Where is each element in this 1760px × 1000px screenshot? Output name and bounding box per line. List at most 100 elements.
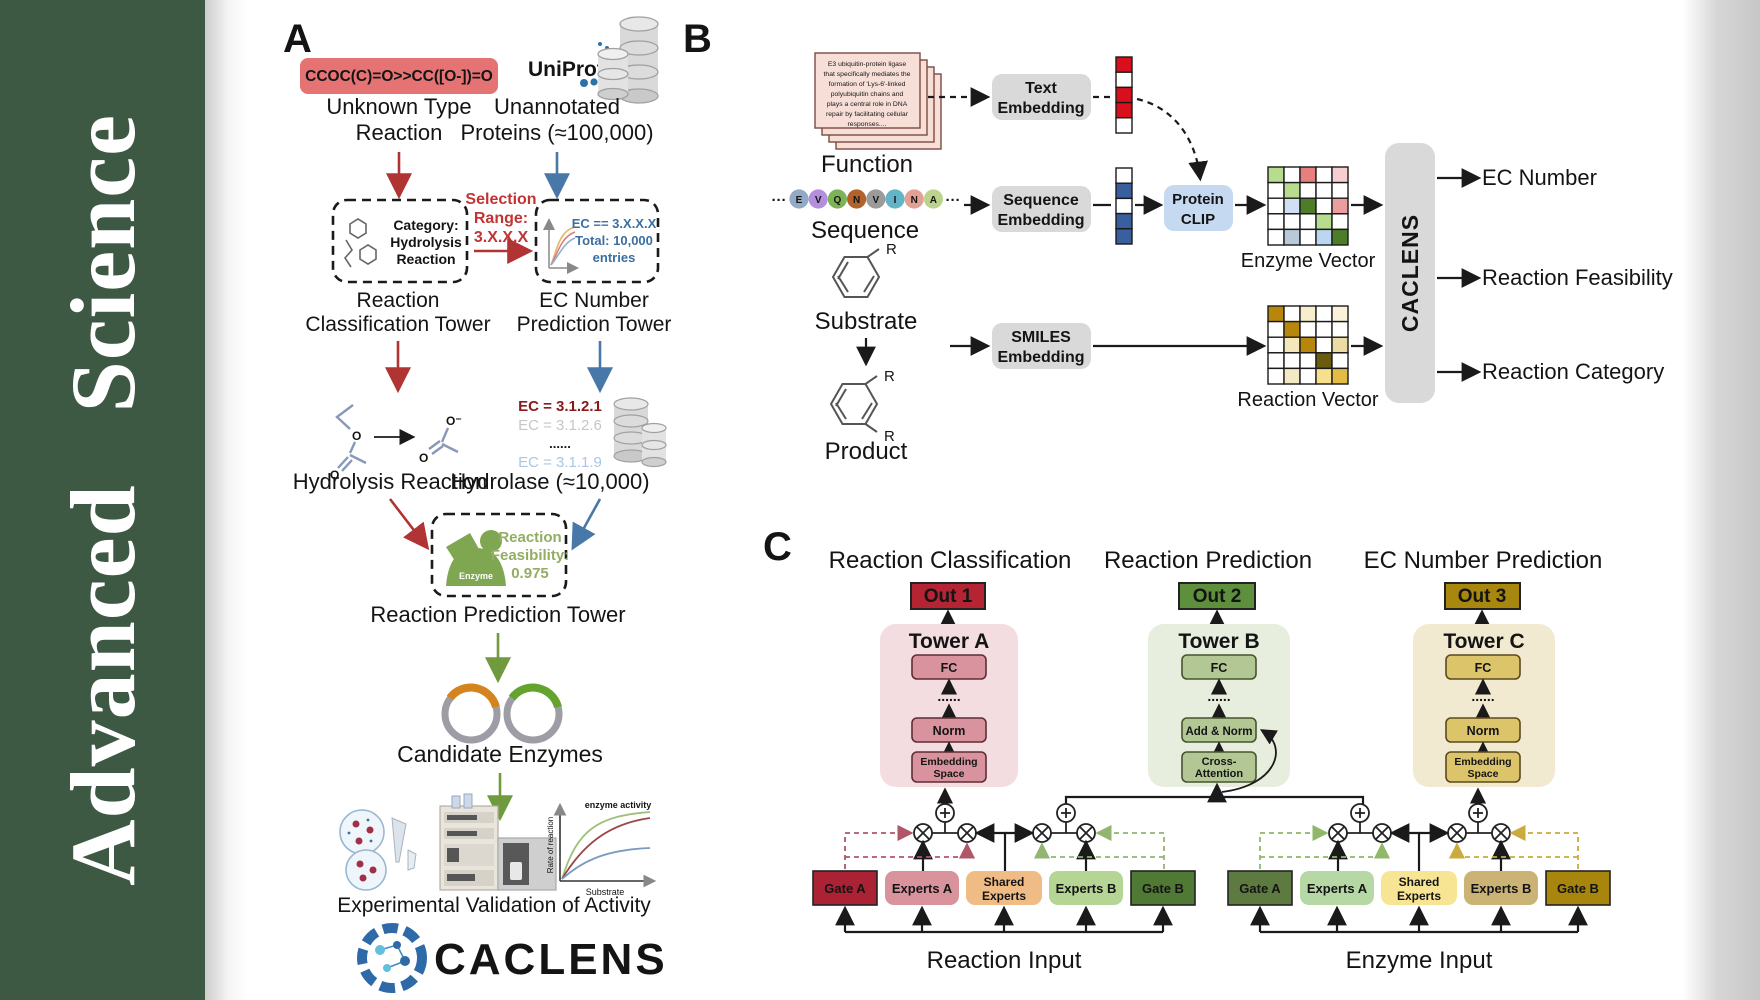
blue-arrow-diag bbox=[571, 498, 602, 551]
svg-text:Embedding: Embedding bbox=[1454, 756, 1511, 768]
vector-cell bbox=[1331, 352, 1349, 370]
vector-cell bbox=[1331, 305, 1349, 323]
vector-cell bbox=[1283, 367, 1301, 385]
svg-text:polyubiquitin chains and: polyubiquitin chains and bbox=[831, 91, 904, 98]
ester-molecule-icon bbox=[335, 404, 367, 472]
feasibility-box: Enzyme Reaction Feasibility: 0.975 bbox=[430, 512, 569, 598]
vector-cell bbox=[1299, 213, 1317, 231]
svg-text:EC == 3.X.X.X: EC == 3.X.X.X bbox=[572, 216, 657, 231]
classification-tower-label: Reaction bbox=[357, 289, 440, 312]
product-label: Product bbox=[825, 438, 908, 465]
residual-curve bbox=[1221, 729, 1278, 793]
residue-circle bbox=[808, 189, 828, 209]
svg-text:......: ...... bbox=[937, 688, 960, 704]
vector-cell bbox=[1299, 181, 1317, 199]
ec-selection-box: EC == 3.X.X.X Total: 10,000 entries bbox=[534, 198, 660, 284]
atom-o-minus: O⁻ bbox=[446, 414, 462, 428]
svg-text:Selection: Selection bbox=[465, 191, 536, 208]
svg-text:Hydrolysis: Hydrolysis bbox=[390, 234, 462, 250]
residue-letter: I bbox=[894, 195, 897, 206]
vector-cell bbox=[1315, 228, 1333, 246]
vector-cell bbox=[1115, 228, 1133, 245]
vector-cell bbox=[1315, 197, 1333, 215]
svg-text:3.X.X.X: 3.X.X.X bbox=[474, 229, 529, 246]
vector-cell bbox=[1283, 352, 1301, 370]
svg-text:Embedding: Embedding bbox=[997, 100, 1084, 117]
reaction-vector-label: Reaction Vector bbox=[1237, 389, 1379, 411]
plot-curve-label: enzyme activity bbox=[585, 800, 652, 810]
vector-cell bbox=[1267, 197, 1285, 215]
panel-b: B E3 ubiquitin-protein ligase that speci… bbox=[683, 17, 1673, 465]
assay-dishes-icon bbox=[339, 809, 417, 891]
candidate-label: Candidate Enzymes bbox=[397, 741, 603, 767]
residue-letter: V bbox=[872, 195, 879, 206]
enzyme-input-label: Enzyme Input bbox=[1346, 947, 1493, 974]
text-embedding-box bbox=[992, 74, 1091, 120]
svg-text:Shared: Shared bbox=[984, 875, 1025, 889]
svg-text:Tower A: Tower A bbox=[909, 630, 990, 653]
svg-text:Out 2: Out 2 bbox=[1193, 586, 1242, 607]
database-icon bbox=[597, 16, 659, 104]
svg-text:Reaction: Reaction bbox=[356, 120, 443, 145]
vector-cell bbox=[1331, 181, 1349, 199]
svg-text:Experts A: Experts A bbox=[892, 881, 953, 896]
svg-text:......: ...... bbox=[549, 436, 571, 451]
svg-text:Norm: Norm bbox=[1467, 724, 1500, 738]
svg-text:responses....: responses.... bbox=[848, 121, 887, 128]
svg-text:O: O bbox=[330, 468, 339, 482]
panel-c-label: C bbox=[763, 525, 792, 569]
vector-cell bbox=[1115, 71, 1133, 89]
svg-text:FC: FC bbox=[1211, 661, 1228, 675]
vector-cell bbox=[1315, 352, 1333, 370]
svg-text:Embedding: Embedding bbox=[920, 756, 977, 768]
hplc-instrument-icon bbox=[439, 793, 557, 891]
protein-clip-box bbox=[1164, 185, 1233, 231]
reaction-moe-boxes: Gate A Experts A Shared Experts Experts … bbox=[812, 870, 1196, 906]
svg-text:Total: 10,000: Total: 10,000 bbox=[575, 233, 653, 248]
red-arrow-diag bbox=[388, 498, 430, 551]
vector-cell bbox=[1267, 228, 1285, 246]
sequence-ellipsis-left: ··· bbox=[772, 192, 787, 209]
vector-cell bbox=[1115, 182, 1133, 200]
vector-cell bbox=[1267, 336, 1285, 354]
hydrolysis-label: Hydrolysis Reaction bbox=[293, 469, 487, 494]
svg-text:Range:: Range: bbox=[474, 210, 528, 227]
unknown-reaction-label: Unknown Type bbox=[326, 94, 471, 119]
vector-cell bbox=[1315, 213, 1333, 231]
smiles-box bbox=[300, 58, 498, 94]
svg-text:Out 1: Out 1 bbox=[924, 586, 973, 607]
svg-text:Gate A: Gate A bbox=[824, 881, 866, 896]
residue-circle bbox=[904, 189, 924, 209]
vector-cell bbox=[1267, 213, 1285, 231]
svg-text:Reaction: Reaction bbox=[498, 529, 561, 546]
tower-b: Tower B FC ...... Add & Norm Cross- Atte… bbox=[1148, 624, 1290, 793]
sequence-label: Sequence bbox=[811, 217, 919, 244]
function-label: Function bbox=[821, 151, 913, 178]
svg-text:Gate B: Gate B bbox=[1557, 881, 1599, 896]
ec-list: EC = 3.1.2.1 bbox=[518, 398, 602, 415]
vector-cell bbox=[1115, 197, 1133, 215]
vector-cell bbox=[1267, 320, 1285, 338]
output-feasibility: Reaction Feasibility bbox=[1482, 265, 1673, 290]
svg-text:Norm: Norm bbox=[933, 724, 966, 738]
uniprot-logo: UniProt bbox=[528, 42, 616, 87]
text-vector bbox=[1115, 56, 1133, 134]
residue-letter: V bbox=[815, 195, 822, 206]
svg-text:Shared: Shared bbox=[1399, 875, 1440, 889]
sequence-ellipsis-right: ··· bbox=[946, 192, 961, 209]
svg-text:FC: FC bbox=[1475, 661, 1492, 675]
svg-text:Feasibility:: Feasibility: bbox=[491, 547, 569, 564]
svg-text:Reaction: Reaction bbox=[396, 251, 455, 267]
svg-text:EC = 3.1.2.6: EC = 3.1.2.6 bbox=[518, 417, 602, 434]
svg-text:that specifically mediates the: that specifically mediates the bbox=[824, 71, 911, 78]
vector-cell bbox=[1115, 56, 1133, 73]
function-cards: E3 ubiquitin-protein ligase that specifi… bbox=[814, 52, 942, 150]
svg-text:EC = 3.1.1.9: EC = 3.1.1.9 bbox=[518, 454, 602, 471]
residue-letter: A bbox=[930, 195, 937, 206]
product-molecule-icon bbox=[829, 375, 879, 433]
classification-box: Category: Hydrolysis Reaction bbox=[331, 198, 469, 284]
svg-text:SMILES: SMILES bbox=[1011, 329, 1071, 346]
substrate-r-label: R bbox=[886, 241, 897, 258]
residue-circle bbox=[923, 189, 944, 209]
